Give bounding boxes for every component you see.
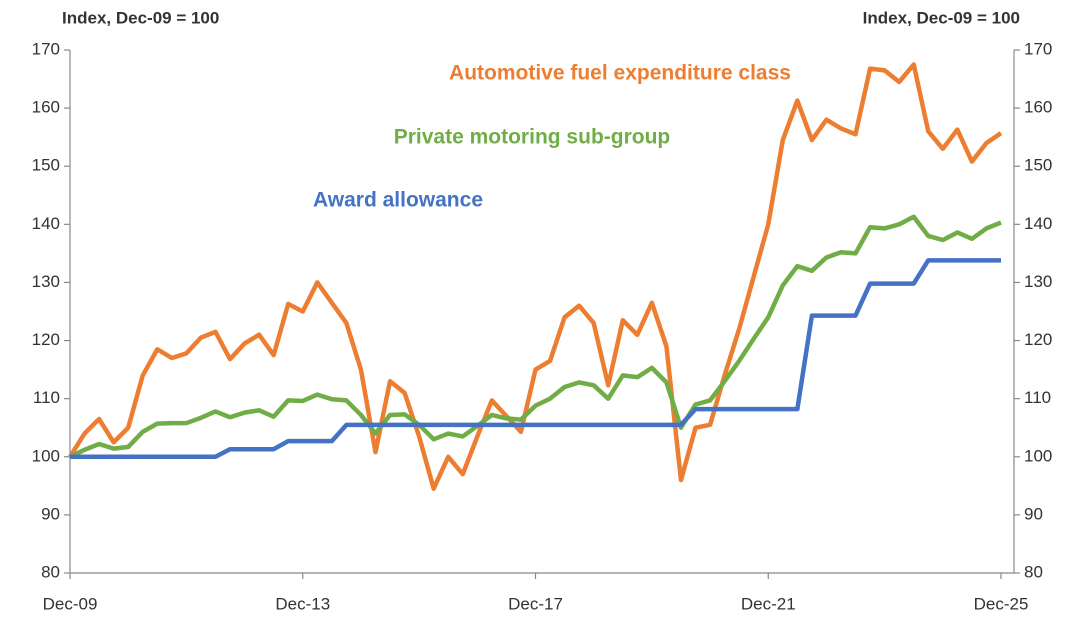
legend-label: Private motoring sub-group bbox=[394, 126, 671, 149]
y-tick-label: 130 bbox=[32, 272, 60, 291]
x-tick-label: Dec-21 bbox=[741, 594, 796, 613]
y2-tick-label: 130 bbox=[1024, 272, 1052, 291]
y2-tick-label: 100 bbox=[1024, 446, 1052, 465]
y2-axis-label: Index, Dec-09 = 100 bbox=[863, 8, 1020, 27]
y2-tick-label: 150 bbox=[1024, 156, 1052, 175]
y2-tick-label: 80 bbox=[1024, 562, 1043, 581]
y2-tick-label: 120 bbox=[1024, 330, 1052, 349]
y-tick-label: 120 bbox=[32, 330, 60, 349]
y-tick-label: 110 bbox=[33, 388, 60, 407]
legend-label: Automotive fuel expenditure class bbox=[449, 62, 791, 85]
y-tick-label: 140 bbox=[32, 214, 60, 233]
y-tick-label: 80 bbox=[41, 562, 60, 581]
y2-tick-label: 170 bbox=[1024, 39, 1052, 58]
legend-label: Award allowance bbox=[313, 189, 483, 212]
x-tick-label: Dec-17 bbox=[508, 594, 563, 613]
y-axis-label: Index, Dec-09 = 100 bbox=[62, 8, 219, 27]
series-line bbox=[69, 214, 1002, 459]
x-tick-label: Dec-13 bbox=[275, 594, 330, 613]
y-tick-label: 100 bbox=[32, 446, 60, 465]
y-tick-label: 150 bbox=[32, 156, 60, 175]
y-tick-label: 160 bbox=[32, 98, 60, 117]
y2-tick-label: 110 bbox=[1024, 388, 1051, 407]
y2-tick-label: 160 bbox=[1024, 98, 1052, 117]
y2-tick-label: 90 bbox=[1024, 504, 1043, 523]
series-line bbox=[70, 258, 1001, 460]
x-tick-label: Dec-25 bbox=[974, 594, 1029, 613]
y-tick-label: 170 bbox=[32, 39, 60, 58]
series-line bbox=[68, 62, 1003, 491]
x-tick-label: Dec-09 bbox=[43, 594, 98, 613]
y2-tick-label: 140 bbox=[1024, 214, 1052, 233]
y-tick-label: 90 bbox=[41, 504, 60, 523]
